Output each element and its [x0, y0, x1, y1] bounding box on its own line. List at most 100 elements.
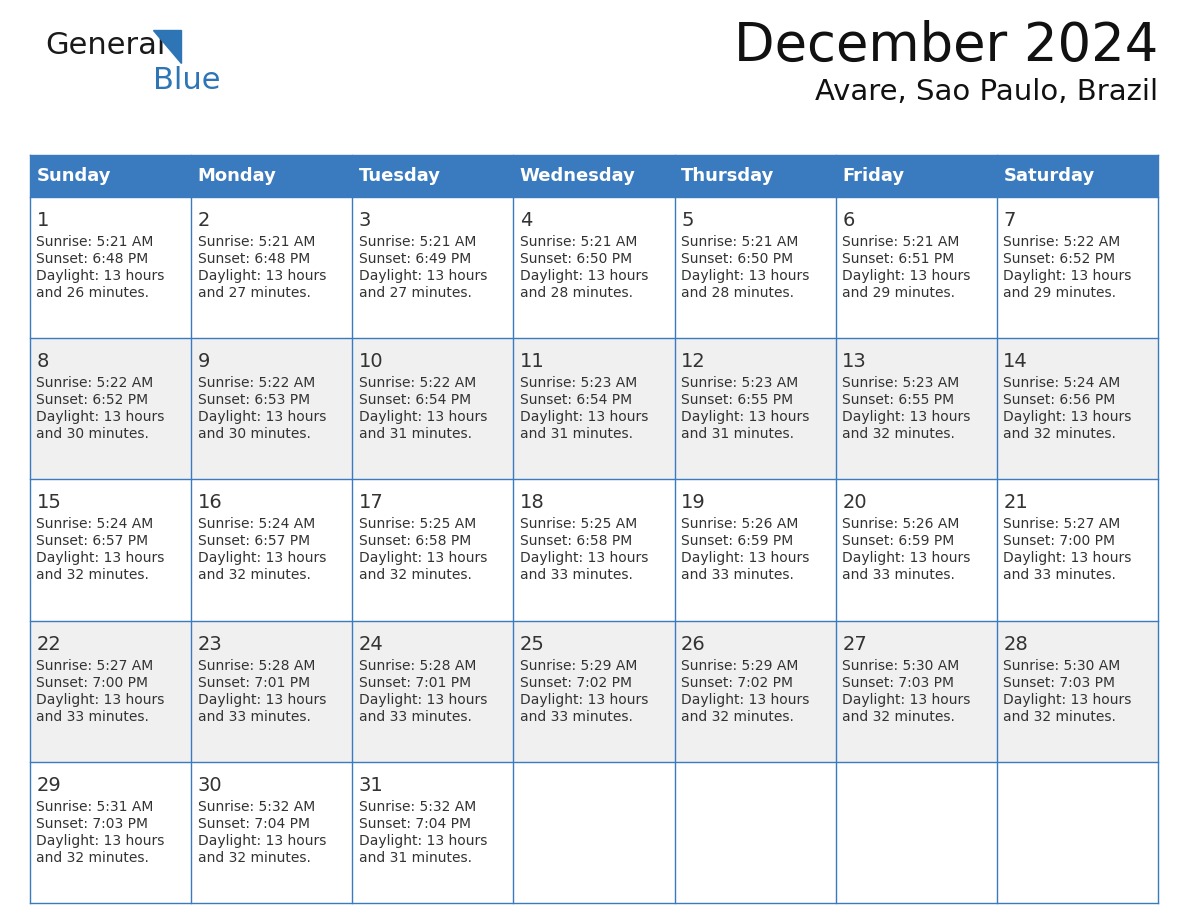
Text: and 33 minutes.: and 33 minutes. — [842, 568, 955, 582]
Text: and 33 minutes.: and 33 minutes. — [520, 710, 633, 723]
Bar — [191, 621, 353, 762]
Text: Sunset: 6:55 PM: Sunset: 6:55 PM — [681, 393, 794, 408]
Text: Daylight: 13 hours: Daylight: 13 hours — [197, 692, 326, 707]
Bar — [513, 479, 675, 621]
Text: and 28 minutes.: and 28 minutes. — [681, 286, 794, 300]
Text: Daylight: 13 hours: Daylight: 13 hours — [37, 410, 165, 424]
Bar — [353, 479, 513, 621]
Text: Daylight: 13 hours: Daylight: 13 hours — [197, 834, 326, 848]
Text: Sunrise: 5:27 AM: Sunrise: 5:27 AM — [37, 658, 153, 673]
Text: Blue: Blue — [153, 66, 221, 95]
Text: Sunset: 6:55 PM: Sunset: 6:55 PM — [842, 393, 954, 408]
Text: 7: 7 — [1004, 211, 1016, 230]
Text: and 33 minutes.: and 33 minutes. — [37, 710, 150, 723]
Text: 24: 24 — [359, 634, 384, 654]
Bar — [30, 155, 1158, 197]
Bar — [513, 621, 675, 762]
Bar — [191, 762, 353, 903]
Text: Sunset: 6:58 PM: Sunset: 6:58 PM — [359, 534, 470, 548]
Text: 3: 3 — [359, 211, 371, 230]
Text: Sunrise: 5:21 AM: Sunrise: 5:21 AM — [681, 235, 798, 249]
Text: Sunrise: 5:23 AM: Sunrise: 5:23 AM — [520, 376, 637, 390]
Text: 15: 15 — [37, 493, 62, 512]
Text: Sunrise: 5:21 AM: Sunrise: 5:21 AM — [842, 235, 960, 249]
Text: 11: 11 — [520, 353, 544, 371]
Bar — [675, 479, 835, 621]
Text: Sunrise: 5:22 AM: Sunrise: 5:22 AM — [359, 376, 476, 390]
Text: Sunset: 7:00 PM: Sunset: 7:00 PM — [1004, 534, 1116, 548]
Text: Sunset: 6:57 PM: Sunset: 6:57 PM — [37, 534, 148, 548]
Text: 19: 19 — [681, 493, 706, 512]
Bar — [997, 338, 1158, 479]
Bar — [30, 621, 191, 762]
Text: and 33 minutes.: and 33 minutes. — [681, 568, 794, 582]
Text: Sunrise: 5:28 AM: Sunrise: 5:28 AM — [359, 658, 476, 673]
Text: Daylight: 13 hours: Daylight: 13 hours — [359, 834, 487, 848]
Text: Daylight: 13 hours: Daylight: 13 hours — [197, 410, 326, 424]
Text: 29: 29 — [37, 776, 62, 795]
Bar — [353, 762, 513, 903]
Text: 12: 12 — [681, 353, 706, 371]
Text: Avare, Sao Paulo, Brazil: Avare, Sao Paulo, Brazil — [815, 78, 1158, 106]
Text: Wednesday: Wednesday — [520, 167, 636, 185]
Bar — [835, 479, 997, 621]
Text: 4: 4 — [520, 211, 532, 230]
Text: Daylight: 13 hours: Daylight: 13 hours — [681, 410, 809, 424]
Text: Sunset: 6:50 PM: Sunset: 6:50 PM — [681, 252, 794, 266]
Text: 22: 22 — [37, 634, 62, 654]
Text: 25: 25 — [520, 634, 545, 654]
Bar — [30, 762, 191, 903]
Text: 21: 21 — [1004, 493, 1028, 512]
Text: Sunset: 6:50 PM: Sunset: 6:50 PM — [520, 252, 632, 266]
Text: 2: 2 — [197, 211, 210, 230]
Bar — [835, 338, 997, 479]
Text: Daylight: 13 hours: Daylight: 13 hours — [1004, 410, 1132, 424]
Text: and 30 minutes.: and 30 minutes. — [37, 427, 150, 442]
Text: Daylight: 13 hours: Daylight: 13 hours — [359, 410, 487, 424]
Text: and 29 minutes.: and 29 minutes. — [842, 286, 955, 300]
Text: and 29 minutes.: and 29 minutes. — [1004, 286, 1117, 300]
Bar — [191, 197, 353, 338]
Text: Sunrise: 5:29 AM: Sunrise: 5:29 AM — [520, 658, 637, 673]
Text: Sunrise: 5:25 AM: Sunrise: 5:25 AM — [520, 518, 637, 532]
Text: and 32 minutes.: and 32 minutes. — [842, 710, 955, 723]
Text: Sunrise: 5:31 AM: Sunrise: 5:31 AM — [37, 800, 153, 813]
Text: Sunrise: 5:21 AM: Sunrise: 5:21 AM — [197, 235, 315, 249]
Text: Daylight: 13 hours: Daylight: 13 hours — [842, 410, 971, 424]
Bar — [675, 338, 835, 479]
Text: Daylight: 13 hours: Daylight: 13 hours — [359, 552, 487, 565]
Bar — [675, 621, 835, 762]
Text: and 31 minutes.: and 31 minutes. — [359, 427, 472, 442]
Text: Sunrise: 5:27 AM: Sunrise: 5:27 AM — [1004, 518, 1120, 532]
Bar — [30, 197, 191, 338]
Text: 28: 28 — [1004, 634, 1028, 654]
Text: Daylight: 13 hours: Daylight: 13 hours — [520, 269, 649, 283]
Text: 31: 31 — [359, 776, 384, 795]
Text: Sunrise: 5:30 AM: Sunrise: 5:30 AM — [1004, 658, 1120, 673]
Text: Sunrise: 5:21 AM: Sunrise: 5:21 AM — [37, 235, 153, 249]
Text: 16: 16 — [197, 493, 222, 512]
Text: and 28 minutes.: and 28 minutes. — [520, 286, 633, 300]
Text: Sunset: 6:51 PM: Sunset: 6:51 PM — [842, 252, 954, 266]
Text: 9: 9 — [197, 353, 210, 371]
Text: General: General — [45, 31, 165, 60]
Bar — [997, 479, 1158, 621]
Text: Sunrise: 5:21 AM: Sunrise: 5:21 AM — [359, 235, 476, 249]
Text: and 33 minutes.: and 33 minutes. — [1004, 568, 1117, 582]
Text: Sunset: 6:58 PM: Sunset: 6:58 PM — [520, 534, 632, 548]
Text: Sunset: 7:03 PM: Sunset: 7:03 PM — [1004, 676, 1116, 689]
Text: Daylight: 13 hours: Daylight: 13 hours — [681, 269, 809, 283]
Text: Sunset: 6:52 PM: Sunset: 6:52 PM — [1004, 252, 1116, 266]
Text: Monday: Monday — [197, 167, 277, 185]
Text: Daylight: 13 hours: Daylight: 13 hours — [520, 692, 649, 707]
Text: and 33 minutes.: and 33 minutes. — [520, 568, 633, 582]
Text: and 31 minutes.: and 31 minutes. — [520, 427, 633, 442]
Polygon shape — [153, 30, 181, 63]
Text: Daylight: 13 hours: Daylight: 13 hours — [359, 692, 487, 707]
Text: 20: 20 — [842, 493, 867, 512]
Bar — [997, 197, 1158, 338]
Text: Sunrise: 5:22 AM: Sunrise: 5:22 AM — [37, 376, 153, 390]
Text: Sunrise: 5:32 AM: Sunrise: 5:32 AM — [359, 800, 476, 813]
Text: 30: 30 — [197, 776, 222, 795]
Bar — [835, 621, 997, 762]
